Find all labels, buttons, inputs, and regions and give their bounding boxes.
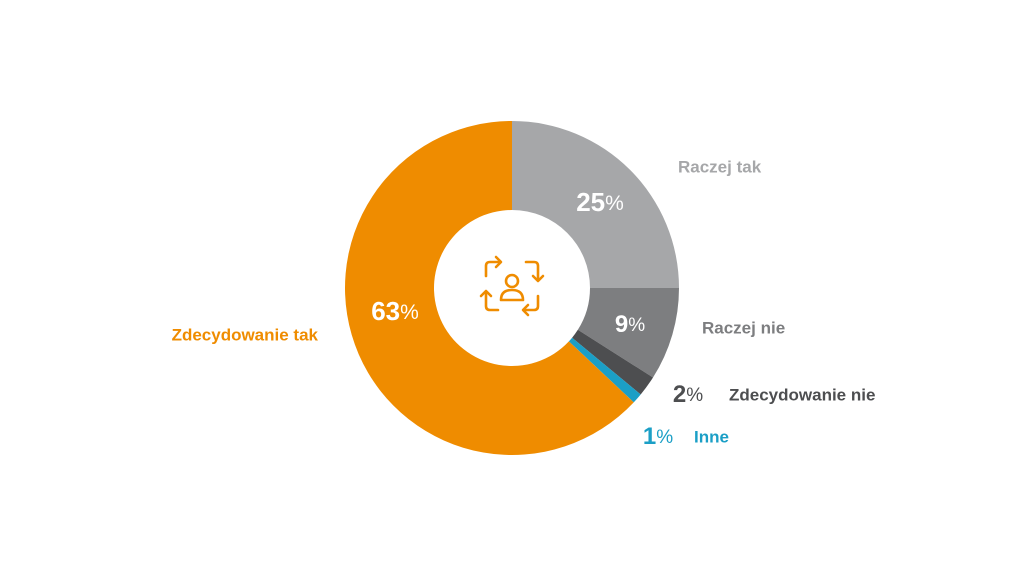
value-label-raczej-nie: 9% <box>615 311 645 338</box>
slice-zdecydowanie-tak <box>345 121 634 455</box>
category-label-raczej-tak: Raczej tak <box>678 157 762 176</box>
category-label-inne: Inne <box>694 427 729 446</box>
value-label-zdecydowanie-nie: 2% <box>673 381 703 408</box>
category-label-raczej-nie: Raczej nie <box>702 318 785 337</box>
slice-raczej-nie <box>577 288 679 378</box>
slice-inne <box>568 337 641 403</box>
value-label-raczej-tak: 25% <box>576 187 624 217</box>
value-label-inne: 1% <box>643 423 673 450</box>
slice-zdecydowanie-nie <box>572 329 654 395</box>
person-refresh-icon <box>479 255 545 317</box>
category-label-zdecydowanie-nie: Zdecydowanie nie <box>729 385 875 404</box>
category-label-zdecydowanie-tak: Zdecydowanie tak <box>172 325 319 344</box>
value-label-zdecydowanie-tak: 63% <box>371 296 419 326</box>
slice-group <box>345 121 679 455</box>
slice-raczej-tak <box>512 121 679 288</box>
label-group: 25% Raczej tak 9% Raczej nie 2% Zdecydowanie … <box>172 157 876 450</box>
